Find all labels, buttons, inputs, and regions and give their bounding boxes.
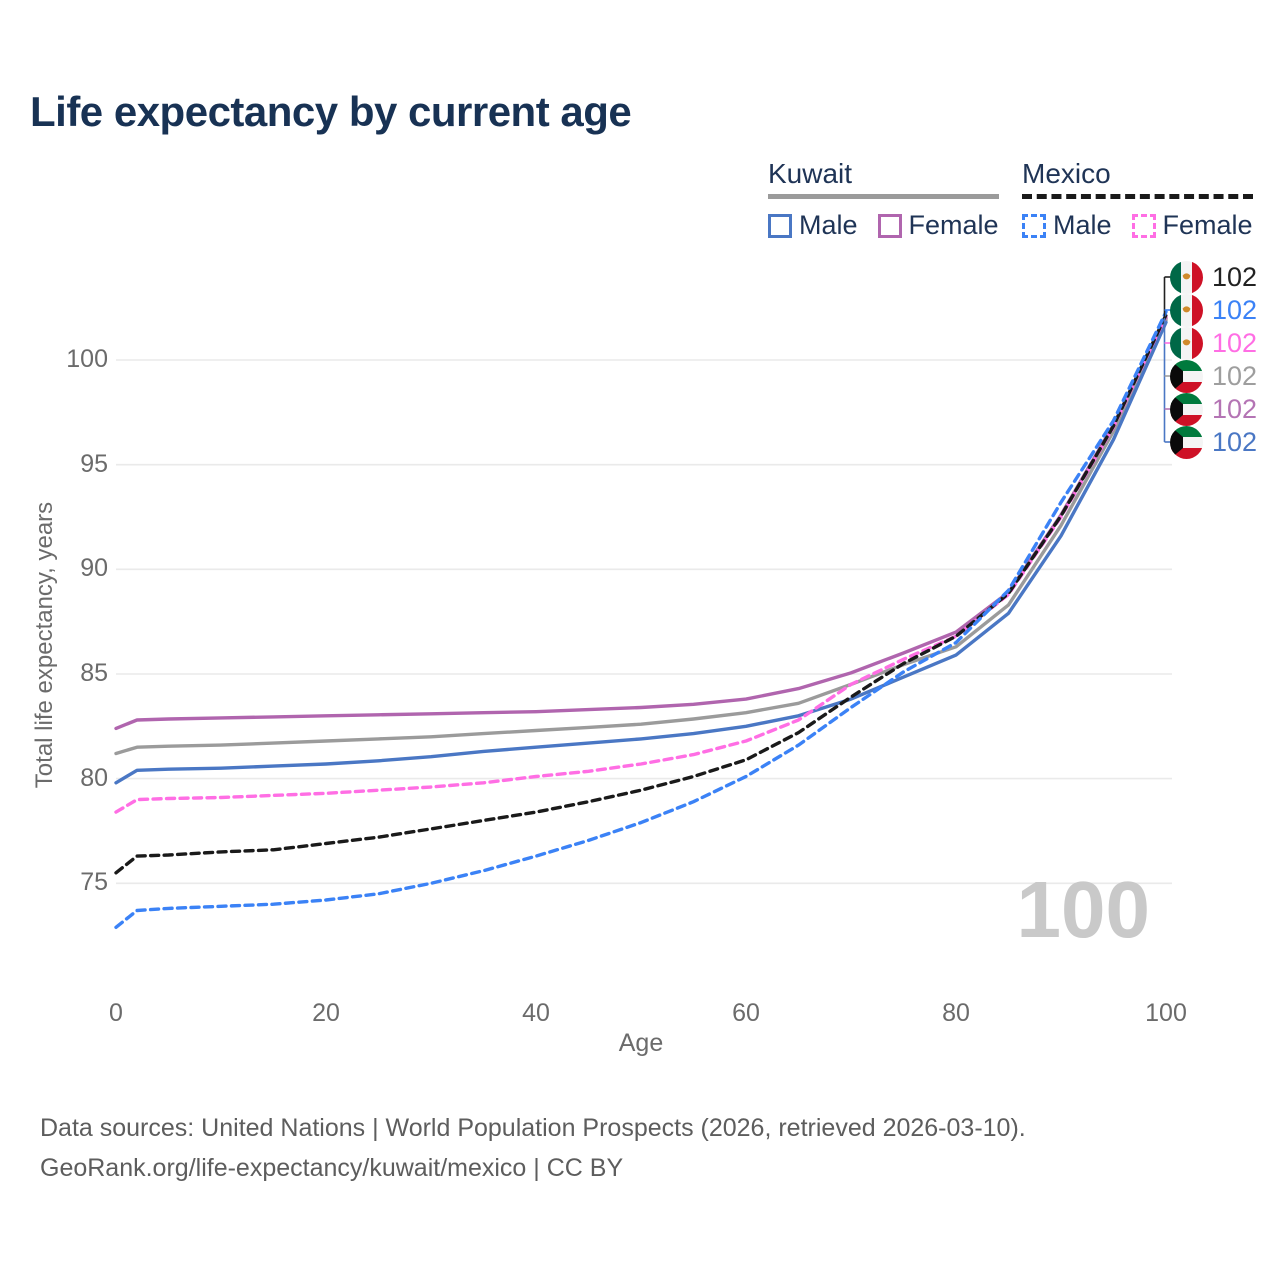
legend-group-mexico: Mexico Male Female (1022, 160, 1253, 241)
legend-item-mexico-male[interactable]: Male (1022, 210, 1112, 241)
end-value-kuwait-male: 102 (1212, 427, 1258, 457)
y-tick-label-75: 75 (80, 868, 108, 897)
legend-items-kuwait: Male Female (768, 210, 999, 241)
mexico-female-swatch-icon (1131, 213, 1156, 238)
legend-item-kuwait-male[interactable]: Male (768, 210, 858, 241)
x-tick-label-60: 60 (732, 999, 760, 1027)
legend-group-kuwait: Kuwait Male Female (768, 160, 999, 241)
legend-item-label: Male (799, 210, 858, 240)
chart-title: Life expectancy by current age (30, 88, 632, 135)
legend-line-sample-kuwait (768, 194, 999, 199)
kuwait-flag-icon (1170, 359, 1203, 393)
y-tick-label-85: 85 (80, 658, 108, 687)
legend-item-kuwait-female[interactable]: Female (877, 210, 999, 241)
series-line-kuwait-female (114, 316, 1168, 731)
end-label-row-mexico-female: 102 (1170, 326, 1257, 360)
line-chart[interactable]: 100 Total life expectancy, years Age 75 8… (0, 0, 1280, 1100)
x-axis-title: Age (618, 1029, 664, 1057)
mexico-flag-icon (1170, 326, 1203, 360)
x-tick-label-20: 20 (312, 999, 340, 1027)
x-tick-label-0: 0 (109, 999, 123, 1027)
x-tick-label-100: 100 (1145, 999, 1187, 1027)
y-tick-label-100: 100 (66, 345, 108, 373)
end-label-row-mexico-total: 102 (1170, 260, 1257, 294)
series-line-kuwait-total (114, 318, 1168, 756)
end-label-row-kuwait-total: 102 (1170, 359, 1257, 393)
hover-age-watermark: 100 (1016, 865, 1150, 954)
footer: Data sources: United Nations | World Pop… (40, 1108, 1026, 1188)
x-tick-label-80: 80 (942, 999, 970, 1027)
kuwait-female-swatch-icon (877, 213, 902, 238)
end-value-kuwait-total: 102 (1212, 361, 1258, 391)
y-tick-label-90: 90 (80, 554, 108, 583)
legend-item-mexico-female[interactable]: Female (1131, 210, 1253, 241)
footer-attribution: GeoRank.org/life-expectancy/kuwait/mexic… (40, 1154, 624, 1182)
footer-sources: Data sources: United Nations | World Pop… (40, 1114, 1026, 1142)
end-value-mexico-female: 102 (1212, 328, 1258, 358)
legend-item-label: Female (1162, 210, 1253, 240)
series-line-mexico-total (114, 313, 1168, 875)
legend-item-label: Female (908, 210, 999, 240)
legend-item-label: Male (1053, 210, 1112, 240)
x-tick-label-40: 40 (522, 999, 550, 1027)
mexico-male-swatch-icon (1022, 213, 1046, 238)
legend-country-mexico[interactable]: Mexico (1022, 158, 1111, 189)
end-label-row-mexico-male: 102 (1170, 293, 1257, 327)
end-value-mexico-total: 102 (1212, 262, 1258, 292)
end-label-row-kuwait-female: 102 (1170, 392, 1257, 426)
y-tick-label-80: 80 (80, 763, 108, 792)
series-line-kuwait-male (114, 320, 1168, 785)
legend-country-kuwait[interactable]: Kuwait (768, 158, 853, 189)
y-tick-label-95: 95 (80, 449, 108, 478)
mexico-flag-icon (1170, 260, 1203, 294)
legend-line-sample-mexico (1022, 194, 1253, 199)
kuwait-male-swatch-icon (768, 213, 792, 238)
end-value-kuwait-female: 102 (1212, 394, 1258, 424)
kuwait-flag-icon (1170, 425, 1203, 459)
kuwait-flag-icon (1170, 392, 1203, 426)
end-value-mexico-male: 102 (1212, 295, 1258, 325)
end-label-row-kuwait-male: 102 (1170, 425, 1257, 459)
legend-items-mexico: Male Female (1022, 210, 1253, 241)
mexico-flag-icon (1170, 293, 1203, 327)
plot-canvas (114, 276, 1172, 929)
series-line-mexico-male (114, 310, 1168, 929)
